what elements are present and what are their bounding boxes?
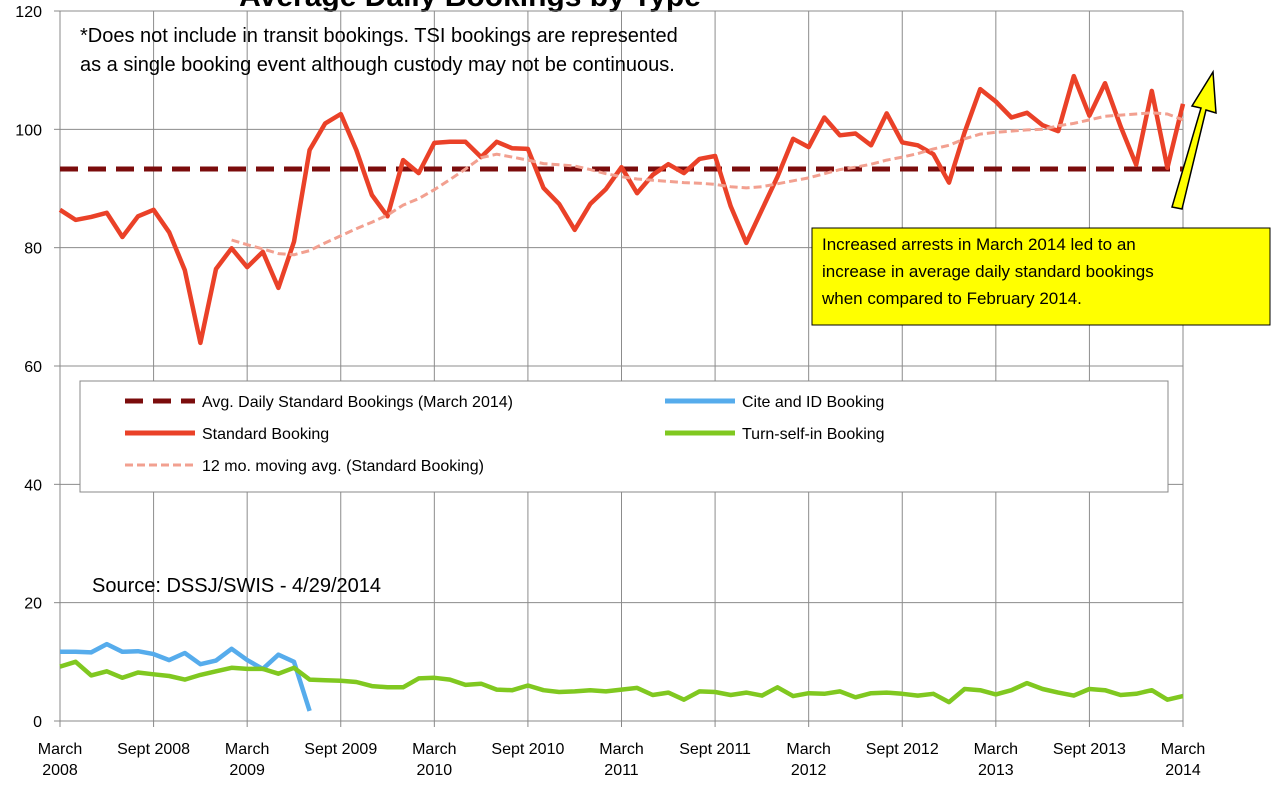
legend-label: 12 mo. moving avg. (Standard Booking) xyxy=(202,458,484,475)
note: *Does not include in transit bookings. T… xyxy=(80,25,678,47)
x-tick-label: March 2012 xyxy=(786,741,831,779)
legend-label: Cite and ID Booking xyxy=(742,394,884,411)
note: as a single booking event although custo… xyxy=(80,54,675,76)
legend-label: Standard Booking xyxy=(202,426,329,443)
legend-label: Turn-self-in Booking xyxy=(742,426,885,443)
callout-text: when compared to February 2014. xyxy=(821,289,1082,308)
callout-text: increase in average daily standard booki… xyxy=(822,262,1154,281)
legend-label: Avg. Daily Standard Bookings (March 2014… xyxy=(202,394,513,411)
x-tick-label: Sept 2009 xyxy=(304,741,378,758)
y-tick-label: 60 xyxy=(24,359,42,376)
series-line xyxy=(59,659,1184,705)
x-tick-label: Sept 2010 xyxy=(491,741,565,758)
source: Source: DSSJ/SWIS - 4/29/2014 xyxy=(92,575,381,597)
x-tick-label: March 2009 xyxy=(224,741,270,779)
y-tick-label: 100 xyxy=(15,122,42,139)
x-tick-label: Sept 2011 xyxy=(679,741,751,758)
x-tick-label: March 2008 xyxy=(37,741,83,779)
callout-text: Increased arrests in March 2014 led to a… xyxy=(822,235,1136,254)
x-tick-label: March 2014 xyxy=(1160,741,1206,779)
x-tick-label: Sept 2008 xyxy=(117,741,191,758)
series-line xyxy=(58,73,1186,346)
x-tick-label: March 2011 xyxy=(599,741,644,779)
legend-box xyxy=(79,380,1169,493)
y-tick-label: 80 xyxy=(24,241,42,258)
y-tick-label: 40 xyxy=(24,477,42,494)
y-tick-label: 20 xyxy=(24,596,42,613)
y-tick-label: 0 xyxy=(33,714,42,731)
x-tick-label: March 2010 xyxy=(412,741,457,779)
x-tick-label: Sept 2012 xyxy=(865,741,939,758)
x-tick-label: Sept 2013 xyxy=(1052,741,1126,758)
series-line xyxy=(231,111,1184,257)
y-tick-label: 120 xyxy=(15,4,42,21)
x-tick-label: March 2013 xyxy=(973,741,1019,779)
chart-title: Average Daily Bookings by Type xyxy=(239,0,701,13)
series-line xyxy=(60,641,312,712)
callout-box xyxy=(811,227,1271,326)
arrow xyxy=(1171,69,1217,210)
